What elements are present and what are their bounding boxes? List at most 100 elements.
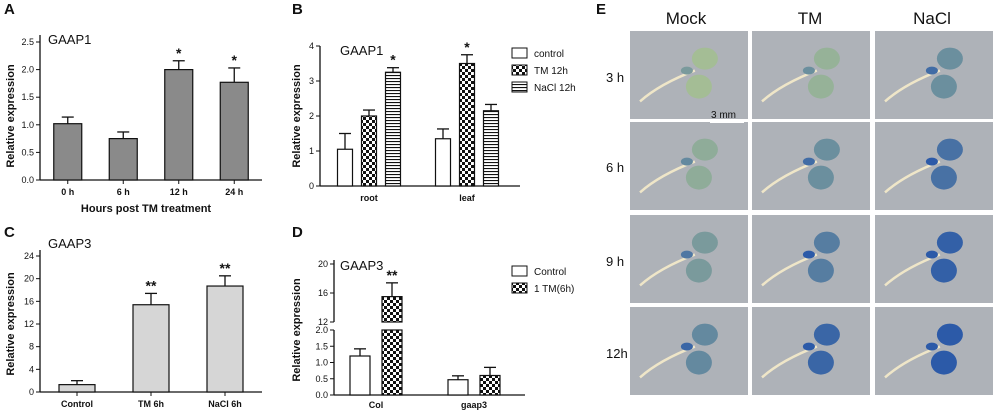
seedling-cotyledon: [685, 258, 712, 283]
chart-a-ytick-label: 0.0: [21, 175, 34, 185]
photo-background: [630, 215, 748, 303]
chart-b-legend-swatch: [511, 81, 528, 93]
chart-d-ytick-label: 12: [318, 317, 328, 327]
chart-c: GAAP3 Relative expression 0 4 8 12 16 20 24 **…: [5, 236, 262, 409]
chart-d-bar: [349, 355, 371, 396]
chart-b-legend: control TM 12h NaCl 12h: [511, 47, 576, 94]
chart-d-ytick-label: 0.5: [315, 374, 328, 384]
photo-background: [875, 122, 993, 210]
chart-b-significance: *: [390, 52, 396, 68]
seedling-cotyledon: [936, 138, 963, 161]
chart-c-ytick-label: 4: [29, 364, 34, 374]
panel-letter-b: B: [292, 1, 303, 18]
panel-letter-d: D: [292, 224, 303, 241]
panel-letter-a: A: [4, 1, 15, 18]
chart-c-significance: **: [220, 260, 231, 276]
chart-d-ytick-label: 2.0: [315, 325, 328, 335]
gus-staining-photo-grid: Mock TM NaCl 3 h 6 h 9 h 12h 3 mm: [606, 9, 993, 395]
chart-c-ylabel: Relative expression: [5, 272, 17, 376]
photo-cell: [875, 31, 993, 119]
chart-d-legend: Control 1 TM(6h): [511, 265, 574, 295]
chart-c-bar: [58, 384, 96, 393]
seedling-hypocotyl: [802, 250, 815, 259]
seedling-cotyledon: [685, 350, 712, 375]
photo-cell: [875, 215, 993, 303]
chart-d-bar: [447, 379, 469, 396]
seedling-cotyledon: [930, 350, 957, 375]
chart-a-ytick-label: 1.5: [21, 92, 34, 102]
chart-a-bar: [53, 123, 83, 181]
chart-b-legend-swatch: [511, 64, 528, 76]
chart-b-xticks: root leaf: [360, 193, 476, 203]
row-header-12h: 12h: [606, 346, 628, 361]
chart-d-ytick-label: 20: [318, 259, 328, 269]
row-header-3h: 3 h: [606, 70, 624, 85]
seedling-hypocotyl: [925, 342, 938, 351]
seedling-cotyledon: [691, 231, 718, 254]
chart-a-ytick-label: 2.0: [21, 65, 34, 75]
photo-cell: [630, 307, 748, 395]
chart-c-yticks: 0 4 8 12 16 20 24: [24, 251, 40, 397]
column-header-mock: Mock: [666, 9, 707, 28]
chart-a-ytick-label: 2.5: [21, 37, 34, 47]
chart-c-ytick-label: 20: [24, 274, 34, 284]
chart-b-xtick-label: leaf: [459, 193, 476, 203]
photo-cells: [630, 31, 993, 395]
seedling-cotyledon: [807, 350, 834, 375]
seedling-hypocotyl: [925, 250, 938, 259]
chart-a-xtick-label: 6 h: [117, 187, 130, 197]
chart-d-legend-swatch: [511, 265, 528, 277]
seedling-hypocotyl: [802, 157, 815, 166]
chart-b-legend-swatch: [511, 47, 528, 59]
chart-b-significance: *: [464, 39, 470, 55]
chart-b-bars: **: [336, 39, 500, 187]
chart-a-bar: [219, 81, 249, 181]
chart-b-yticks: 0 1 2 3 4: [309, 41, 320, 191]
chart-d-xtick-label: gaap3: [461, 400, 487, 410]
scale-bar-label: 3 mm: [711, 110, 736, 121]
photo-background: [630, 307, 748, 395]
chart-c-xtick-label: Control: [61, 399, 93, 409]
chart-b-bar: [384, 71, 402, 187]
chart-b-title: GAAP1: [340, 43, 383, 58]
seedling-cotyledon: [807, 165, 834, 190]
chart-a-title: GAAP1: [48, 32, 91, 47]
chart-b-bar: [360, 115, 378, 187]
photo-cell: [752, 307, 870, 395]
seedling-hypocotyl: [925, 157, 938, 166]
chart-b-ytick-label: 2: [309, 111, 314, 121]
chart-d-bar: [479, 374, 501, 396]
photo-cell: [752, 215, 870, 303]
chart-b-ytick-label: 4: [309, 41, 314, 51]
chart-a-xlabel: Hours post TM treatment: [81, 203, 212, 215]
chart-a-ylabel: Relative expression: [5, 64, 17, 168]
photo-background: [752, 215, 870, 303]
panel-letter-e: E: [596, 1, 606, 18]
seedling-hypocotyl: [802, 66, 815, 75]
chart-d-xtick-label: Col: [369, 400, 384, 410]
chart-a-significance: *: [232, 52, 238, 68]
chart-b-legend-label: TM 12h: [534, 66, 568, 77]
chart-b-legend-label: control: [534, 49, 564, 60]
chart-a: GAAP1 Relative expression Hours post TM …: [5, 32, 262, 215]
seedling-cotyledon: [936, 231, 963, 254]
seedling-cotyledon: [685, 74, 712, 99]
chart-c-ytick-label: 0: [29, 387, 34, 397]
photo-cell: [630, 31, 748, 119]
chart-c-ytick-label: 12: [24, 319, 34, 329]
seedling-cotyledon: [930, 74, 957, 99]
chart-c-xticks: Control TM 6h NaCl 6h: [61, 392, 242, 409]
photo-background: [752, 307, 870, 395]
chart-c-xtick-label: TM 6h: [138, 399, 164, 409]
chart-a-ytick-label: 1.0: [21, 120, 34, 130]
chart-d: GAAP3 Relative expression 0.0 0.5 1.0 1.5 2.…: [291, 258, 574, 410]
chart-c-significance: **: [146, 277, 157, 293]
chart-c-bars: ** **: [58, 260, 244, 393]
chart-a-xtick-label: 24 h: [225, 187, 243, 197]
chart-b-xtick-label: root: [360, 193, 378, 203]
chart-b-ytick-label: 0: [309, 181, 314, 191]
photo-cell: [875, 122, 993, 210]
column-header-tm: TM: [798, 9, 823, 28]
chart-d-bars: **: [349, 267, 501, 396]
